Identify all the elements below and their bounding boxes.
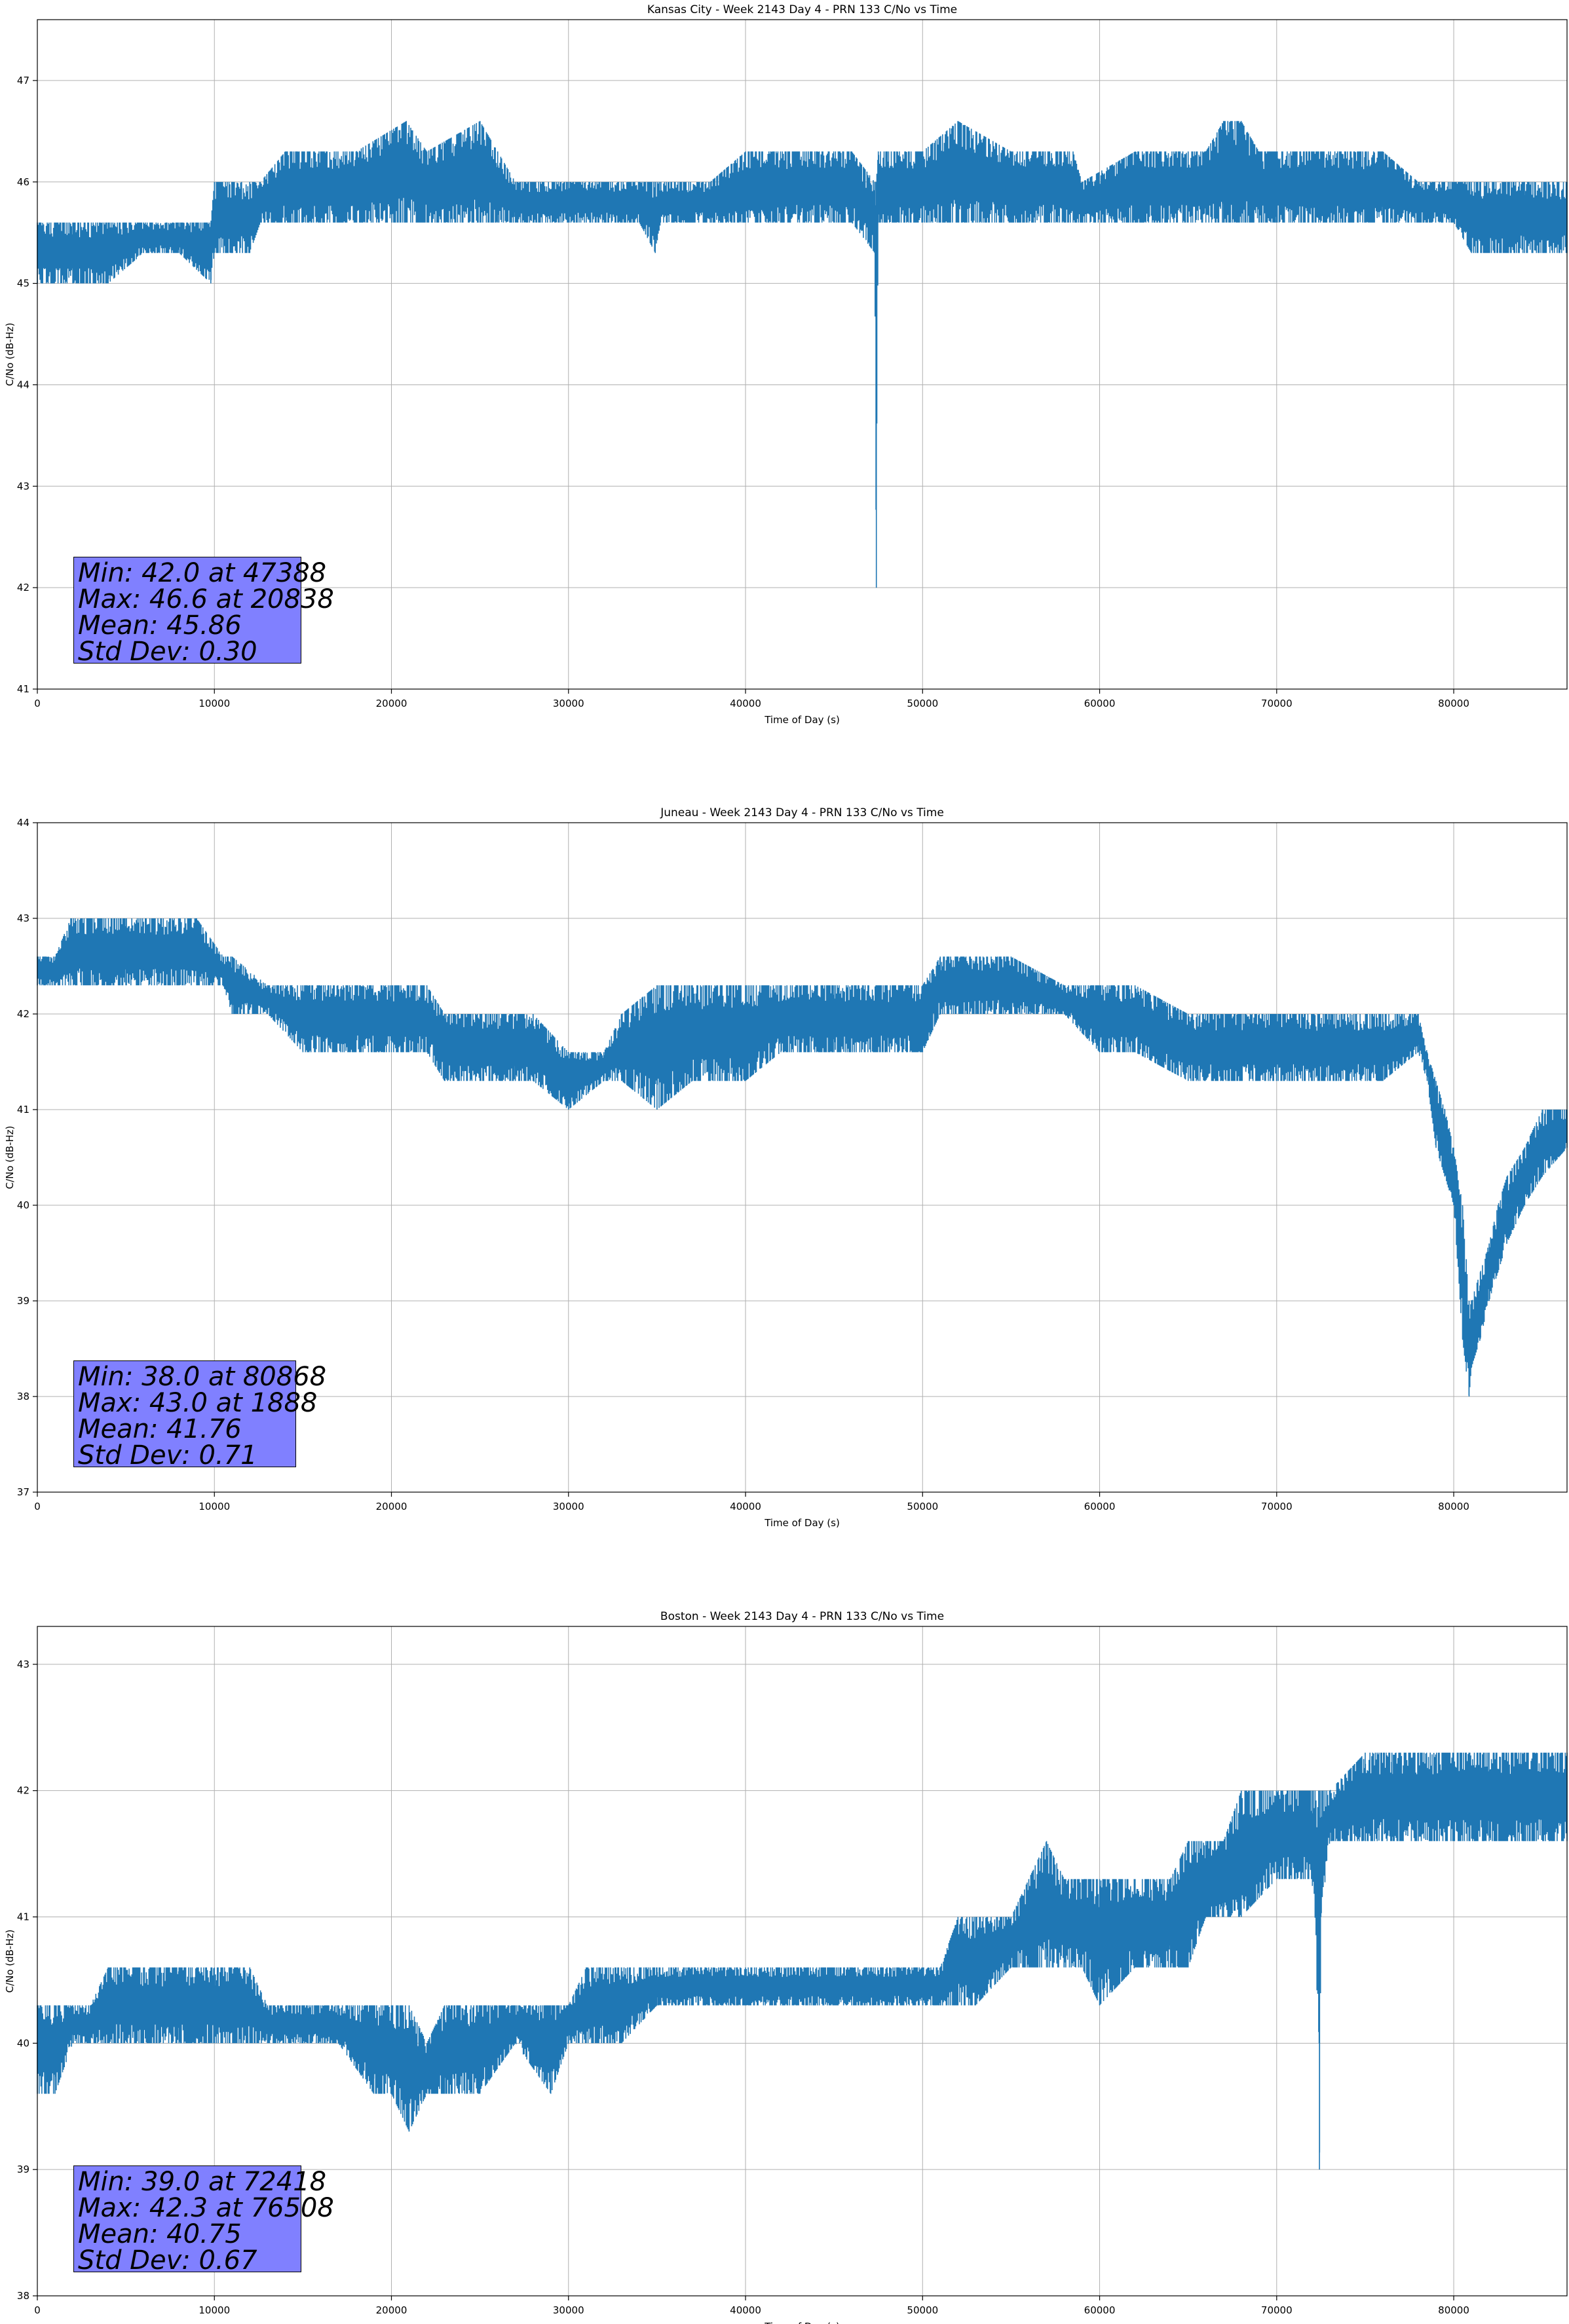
x-tick-label: 80000 bbox=[1438, 1501, 1469, 1512]
stats-min: Min: 42.0 at 47388 bbox=[78, 558, 327, 588]
stats-box-2: Min: 39.0 at 72418 Max: 42.3 at 76508 Me… bbox=[73, 2165, 334, 2276]
chart-panel-0: 0 10000 20000 30000 40000 50000 60000 70000 8000… bbox=[4, 3, 1568, 726]
chart-panel-2: 0 10000 20000 30000 40000 50000 60000 70000 8000… bbox=[4, 1610, 1568, 2324]
x-tick-label: 20000 bbox=[376, 1501, 407, 1512]
chart-title: Boston - Week 2143 Day 4 - PRN 133 C/No … bbox=[660, 1610, 944, 1623]
x-axis-label: Time of Day (s) bbox=[764, 1517, 840, 1529]
y-tick-label: 37 bbox=[17, 1486, 29, 1498]
y-tick-label: 39 bbox=[17, 2164, 29, 2175]
x-axis-label: Time of Day (s) bbox=[764, 714, 840, 726]
x-tick-label: 40000 bbox=[730, 698, 761, 709]
axes-frame bbox=[37, 1626, 1568, 2296]
x-tick-label: 60000 bbox=[1084, 698, 1116, 709]
x-axis-label: Time of Day (s) bbox=[764, 2321, 840, 2324]
stats-std: Std Dev: 0.67 bbox=[78, 2245, 257, 2276]
x-tick-label: 70000 bbox=[1261, 1501, 1293, 1512]
x-tick-label: 0 bbox=[34, 698, 41, 709]
x-tick-label: 70000 bbox=[1261, 698, 1293, 709]
y-tick-label: 43 bbox=[17, 912, 29, 924]
chart-title: Juneau - Week 2143 Day 4 - PRN 133 C/No … bbox=[660, 806, 944, 819]
y-tick-label: 42 bbox=[17, 1008, 29, 1020]
stats-std: Std Dev: 0.30 bbox=[78, 637, 257, 667]
x-tick-label: 10000 bbox=[198, 698, 230, 709]
x-tick-label: 30000 bbox=[553, 1501, 584, 1512]
y-tick-label: 47 bbox=[17, 75, 29, 86]
chart-panel-1: 0 10000 20000 30000 40000 50000 60000 70000 8000… bbox=[4, 806, 1568, 1529]
y-tick-label: 46 bbox=[17, 176, 29, 188]
y-tick-label: 38 bbox=[17, 1391, 29, 1402]
x-tick-label: 40000 bbox=[730, 2304, 761, 2316]
x-tick-label: 50000 bbox=[907, 698, 938, 709]
y-tick-label: 45 bbox=[17, 278, 29, 290]
x-tick-label: 30000 bbox=[553, 698, 584, 709]
y-tick-label: 40 bbox=[17, 2037, 29, 2049]
x-tick-label: 20000 bbox=[376, 2304, 407, 2316]
stats-max: Max: 43.0 at 1888 bbox=[78, 1388, 318, 1418]
stats-min: Min: 38.0 at 80868 bbox=[78, 1362, 327, 1392]
x-tick-label: 60000 bbox=[1084, 1501, 1116, 1512]
y-tick-label: 38 bbox=[17, 2290, 29, 2302]
y-tick-label: 44 bbox=[17, 817, 29, 829]
x-tick-label: 80000 bbox=[1438, 698, 1469, 709]
y-tick-label: 39 bbox=[17, 1295, 29, 1307]
y-axis-label: C/No (dB-Hz) bbox=[4, 323, 16, 386]
x-tick-label: 10000 bbox=[198, 2304, 230, 2316]
y-tick-label: 44 bbox=[17, 379, 29, 390]
stats-max: Max: 46.6 at 20838 bbox=[78, 584, 334, 614]
axes-frame bbox=[37, 822, 1568, 1493]
y-tick-label: 42 bbox=[17, 1785, 29, 1797]
stats-box-0: Min: 42.0 at 47388 Max: 46.6 at 20838 Me… bbox=[73, 557, 334, 667]
y-axis-label: C/No (dB-Hz) bbox=[4, 1930, 16, 1993]
stats-max: Max: 42.3 at 76508 bbox=[78, 2193, 334, 2223]
stats-mean: Mean: 45.86 bbox=[78, 610, 242, 641]
chart-title: Kansas City - Week 2143 Day 4 - PRN 133 … bbox=[647, 3, 957, 16]
stats-std: Std Dev: 0.71 bbox=[78, 1440, 257, 1471]
x-tick-label: 20000 bbox=[376, 698, 407, 709]
x-tick-label: 60000 bbox=[1084, 2304, 1116, 2316]
y-tick-label: 41 bbox=[17, 683, 29, 695]
x-tick-label: 50000 bbox=[907, 2304, 938, 2316]
x-tick-label: 80000 bbox=[1438, 2304, 1469, 2316]
y-tick-label: 43 bbox=[17, 1659, 29, 1670]
x-tick-label: 10000 bbox=[198, 1501, 230, 1512]
x-tick-label: 30000 bbox=[553, 2304, 584, 2316]
x-tick-label: 40000 bbox=[730, 1501, 761, 1512]
y-tick-label: 43 bbox=[17, 480, 29, 492]
y-tick-label: 41 bbox=[17, 1911, 29, 1923]
x-tick-label: 70000 bbox=[1261, 2304, 1293, 2316]
axes-frame bbox=[37, 19, 1568, 690]
y-tick-label: 42 bbox=[17, 582, 29, 593]
y-tick-label: 40 bbox=[17, 1199, 29, 1211]
y-tick-label: 41 bbox=[17, 1104, 29, 1115]
x-tick-label: 50000 bbox=[907, 1501, 938, 1512]
stats-box-1: Min: 38.0 at 80868 Max: 43.0 at 1888 Mea… bbox=[73, 1360, 327, 1471]
y-axis-label: C/No (dB-Hz) bbox=[4, 1126, 16, 1190]
stats-min: Min: 39.0 at 72418 bbox=[78, 2167, 327, 2197]
x-tick-label: 0 bbox=[34, 1501, 41, 1512]
stats-mean: Mean: 41.76 bbox=[78, 1414, 242, 1444]
stats-mean: Mean: 40.75 bbox=[78, 2219, 242, 2249]
x-tick-label: 0 bbox=[34, 2304, 41, 2316]
